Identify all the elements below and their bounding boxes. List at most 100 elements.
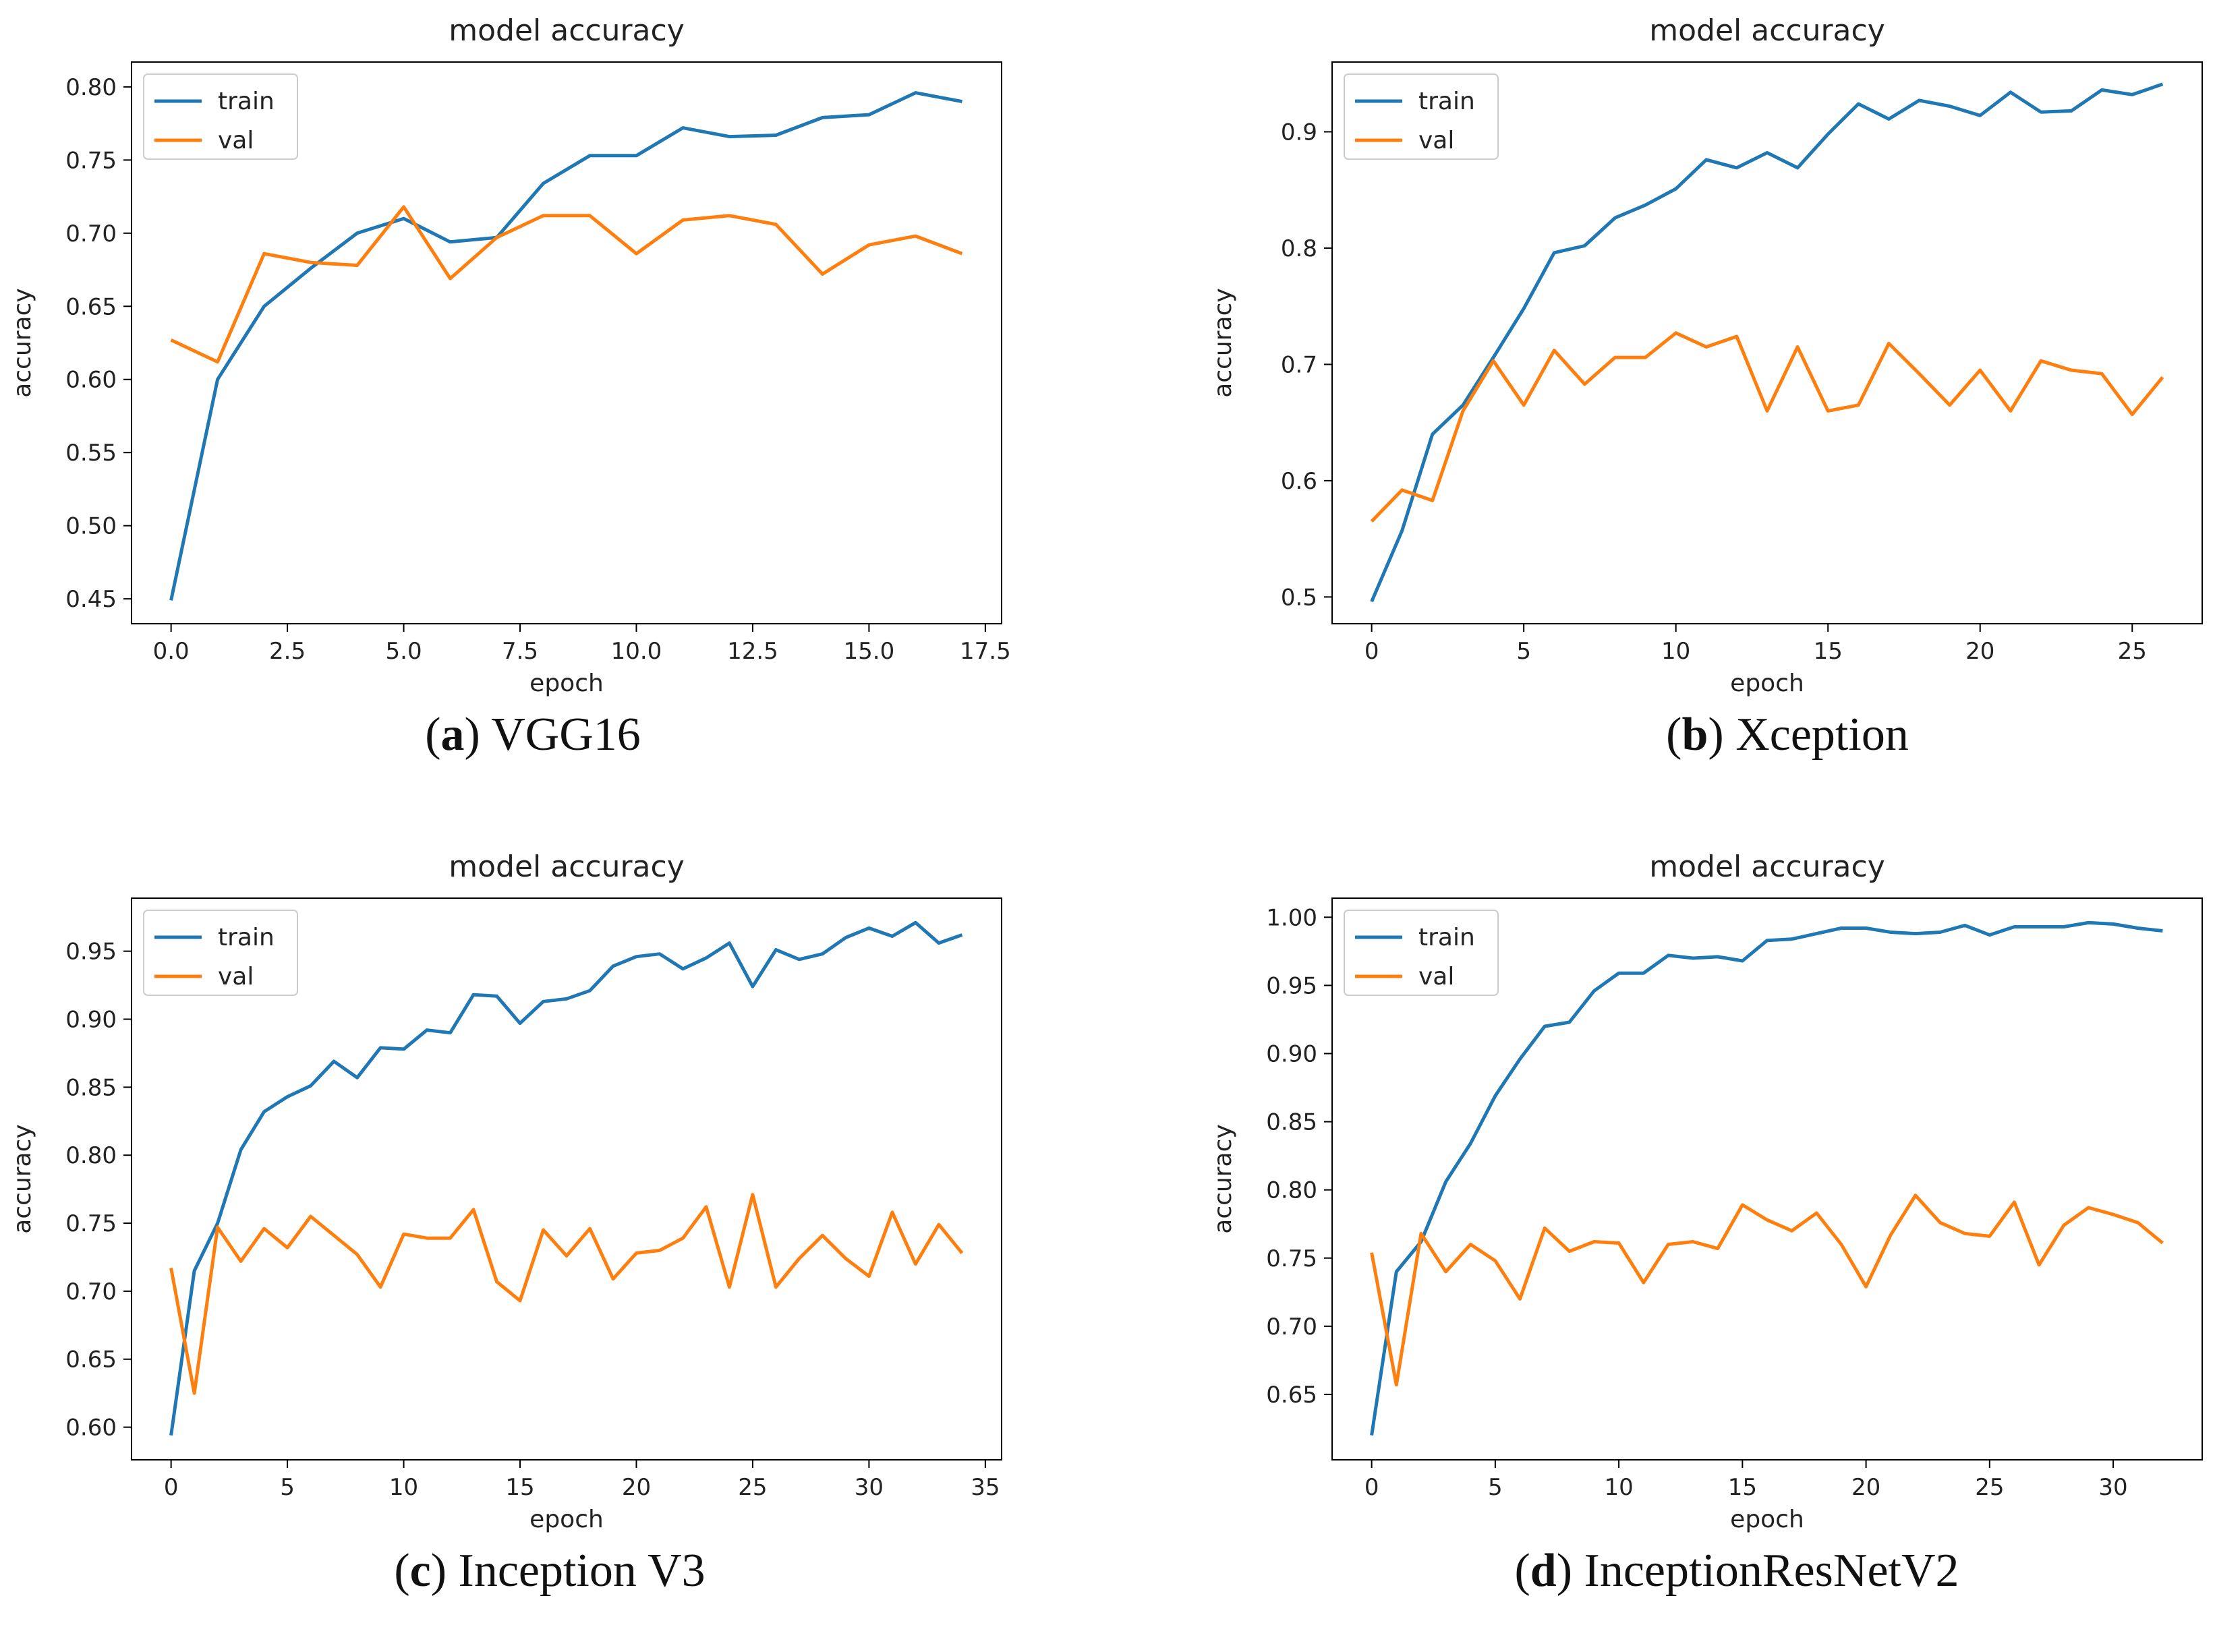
chart-svg-c: model accuracy 0 5 10 15 20 25 30 35 0.60 0.65 0.70… — [9, 850, 1002, 1533]
y-tick-label: 0.80 — [65, 74, 117, 101]
caption-letter: b — [1681, 709, 1708, 761]
x-tick-label: 15 — [505, 1474, 534, 1501]
caption-paren-open: ( — [394, 1545, 410, 1597]
y-axis-label: accuracy — [9, 288, 36, 397]
figure-caption-a: (a) VGG16 — [61, 708, 1005, 762]
y-tick-label: 0.5 — [1281, 584, 1317, 611]
y-tick-label: 0.6 — [1281, 468, 1317, 495]
chart-panel-b: model accuracy 0 5 10 15 20 25 0.5 0.6 0.7 0.8 0.9 e… — [1106, 0, 2215, 816]
legend-label-val: val — [218, 963, 254, 991]
x-tick-label: 15.0 — [844, 638, 895, 665]
x-tick-label: 5 — [1516, 638, 1531, 665]
y-tick-label: 0.60 — [65, 367, 117, 394]
plot-frame — [131, 61, 1002, 624]
plot-frame — [1331, 897, 2203, 1461]
x-axis-label: epoch — [529, 670, 604, 697]
x-tick-label: 35 — [971, 1474, 1000, 1501]
y-tick-label: 0.7 — [1281, 351, 1317, 378]
x-tick-label: 5.0 — [386, 638, 422, 665]
y-tick-label: 0.95 — [1266, 972, 1317, 999]
legend-box — [1344, 73, 1499, 160]
x-tick-label: 12.5 — [727, 638, 778, 665]
x-tick-label: 5 — [1488, 1474, 1503, 1501]
x-tick-label: 10.0 — [611, 638, 662, 665]
caption-letter: a — [440, 709, 465, 761]
chart-svg-a: model accuracy 0.0 2.5 5.0 7.5 10.0 12.5 15.0 17… — [9, 13, 1011, 697]
x-tick-label: 10 — [1661, 638, 1690, 665]
legend-box — [143, 910, 298, 996]
legend-label-train: train — [218, 924, 275, 951]
series-line-train — [1370, 82, 2164, 603]
caption-letter: d — [1530, 1545, 1557, 1597]
figure-caption-b: (b) Xception — [1315, 708, 2215, 762]
series-line-val — [169, 1193, 964, 1395]
x-tick-label: 15 — [1728, 1474, 1757, 1501]
y-tick-label: 0.80 — [1266, 1177, 1317, 1204]
y-tick-label: 0.60 — [65, 1415, 117, 1442]
figure-caption-c: (c) Inception V3 — [78, 1544, 1022, 1598]
legend-label-val: val — [1418, 127, 1454, 154]
x-tick-label: 2.5 — [269, 638, 306, 665]
series-line-train — [169, 91, 962, 601]
caption-text: VGG16 — [480, 709, 641, 761]
x-tick-label: 0 — [164, 1474, 179, 1501]
x-tick-label: 5 — [280, 1474, 295, 1501]
chart-title: model accuracy — [449, 850, 685, 884]
legend-label-val: val — [218, 127, 254, 154]
caption-paren-close: ) — [430, 1545, 447, 1597]
caption-paren-open: ( — [425, 709, 441, 761]
legend-label-train: train — [1418, 88, 1475, 115]
x-tick-label: 25 — [2118, 638, 2147, 665]
x-tick-label: 10 — [1604, 1474, 1633, 1501]
y-tick-label: 0.85 — [1266, 1109, 1317, 1136]
chart-svg-b: model accuracy 0 5 10 15 20 25 0.5 0.6 0.7 0.8 0.9 e… — [1209, 13, 2203, 697]
y-tick-label: 0.70 — [65, 1278, 117, 1305]
y-tick-label: 0.50 — [65, 513, 117, 540]
chart-panel-c: model accuracy 0 5 10 15 20 25 30 35 0.60 0.65 0.70… — [0, 836, 1109, 1652]
plot-frame — [131, 897, 1002, 1461]
x-tick-label: 7.5 — [502, 638, 538, 665]
y-tick-label: 0.45 — [65, 586, 117, 613]
y-tick-label: 0.65 — [65, 1347, 117, 1374]
caption-text: Xception — [1723, 709, 1909, 761]
caption-paren-open: ( — [1666, 709, 1682, 761]
caption-letter: c — [409, 1545, 431, 1597]
x-axis-label: epoch — [1730, 1506, 1804, 1533]
x-tick-label: 0 — [1364, 638, 1379, 665]
y-tick-label: 0.70 — [65, 220, 117, 247]
x-tick-label: 20 — [622, 1474, 651, 1501]
y-tick-label: 0.80 — [65, 1142, 117, 1169]
y-tick-label: 0.85 — [65, 1074, 117, 1101]
y-tick-label: 0.90 — [65, 1007, 117, 1034]
x-tick-label: 17.5 — [960, 638, 1011, 665]
y-tick-label: 0.75 — [65, 147, 117, 174]
series-line-val — [170, 205, 963, 364]
y-tick-label: 0.65 — [65, 293, 117, 320]
y-tick-label: 0.95 — [65, 939, 117, 966]
series-line-val — [1370, 1193, 2164, 1387]
x-tick-label: 25 — [738, 1474, 767, 1501]
y-axis-label: accuracy — [1209, 1124, 1237, 1233]
chart-title: model accuracy — [449, 13, 685, 48]
x-tick-label: 20 — [1851, 1474, 1880, 1501]
chart-svg-d: model accuracy 0 5 10 15 20 25 30 0.65 0.70 0.75 0.… — [1209, 850, 2203, 1533]
y-tick-label: 0.8 — [1281, 235, 1317, 262]
legend-box — [143, 73, 298, 160]
x-tick-label: 15 — [1814, 638, 1843, 665]
caption-text: Inception V3 — [447, 1545, 706, 1597]
x-axis-label: epoch — [1730, 670, 1804, 697]
y-tick-label: 0.75 — [65, 1210, 117, 1237]
chart-title: model accuracy — [1649, 13, 1885, 48]
y-tick-label: 0.90 — [1266, 1040, 1317, 1067]
legend-label-train: train — [218, 88, 275, 115]
caption-paren-open: ( — [1514, 1545, 1530, 1597]
plot-frame — [1331, 61, 2203, 624]
x-tick-label: 30 — [855, 1474, 884, 1501]
y-tick-label: 0.9 — [1281, 119, 1317, 146]
y-tick-label: 0.70 — [1266, 1314, 1317, 1340]
figure-caption-d: (d) InceptionResNetV2 — [1265, 1544, 2209, 1598]
y-axis-label: accuracy — [1209, 288, 1237, 397]
chart-panel-d: model accuracy 0 5 10 15 20 25 30 0.65 0.70 0.75 0.… — [1106, 836, 2215, 1652]
y-tick-label: 0.65 — [1266, 1382, 1317, 1409]
y-tick-label: 0.55 — [65, 440, 117, 467]
